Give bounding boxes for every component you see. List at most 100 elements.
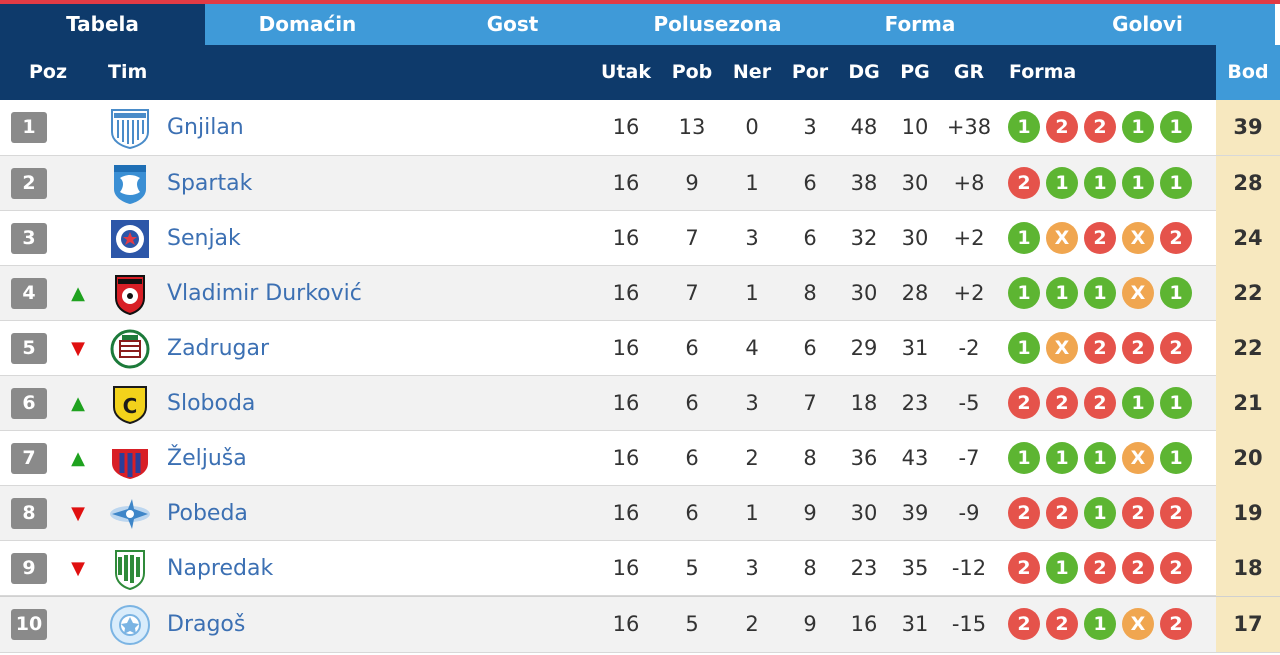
team-name-link[interactable]: Napredak (167, 556, 274, 581)
table-row[interactable]: 10 Dragoš 16 5 2 9 16 31 -15 2 2 1 X 2 17 (0, 596, 1280, 653)
form-result-dot[interactable]: 2 (1084, 111, 1116, 143)
form-result-dot[interactable]: 2 (1160, 222, 1192, 254)
form-result-dot[interactable]: 2 (1084, 332, 1116, 364)
tab-domacin[interactable]: Domaćin (205, 4, 410, 45)
form-result-dot[interactable]: 2 (1160, 497, 1192, 529)
form-result-dot[interactable]: 2 (1008, 552, 1040, 584)
form-result-dot[interactable]: 1 (1160, 111, 1192, 143)
form-result-dot[interactable]: 1 (1084, 497, 1116, 529)
form-result-dot[interactable]: 2 (1008, 167, 1040, 199)
form-result-dot[interactable]: 1 (1160, 277, 1192, 309)
form-result-dot[interactable]: 2 (1122, 552, 1154, 584)
form-result-dot[interactable]: 2 (1008, 497, 1040, 529)
form-result-dot[interactable]: 2 (1084, 387, 1116, 419)
form-result-dot[interactable]: 2 (1046, 111, 1078, 143)
napredak-crest-icon[interactable] (108, 547, 152, 591)
team-name-link[interactable]: Gnjilan (167, 115, 244, 140)
team-name-link[interactable]: Željuša (167, 446, 247, 471)
table-row[interactable]: 8 ▼ Pobeda 16 6 1 9 30 39 -9 2 2 1 2 2 19 (0, 486, 1280, 541)
table-row[interactable]: 6 ▲ C Sloboda 16 6 3 7 18 23 -5 2 2 2 1 1 21 (0, 376, 1280, 431)
header-utak[interactable]: Utak (601, 61, 651, 83)
cell-points: 22 (1216, 266, 1280, 321)
table-row[interactable]: 1 Gnjilan 16 13 0 3 48 10 +38 1 2 2 1 1 39 (0, 100, 1280, 156)
team-name-link[interactable]: Senjak (167, 226, 241, 251)
form-result-dot[interactable]: 1 (1008, 111, 1040, 143)
form-result-dot[interactable]: 2 (1122, 332, 1154, 364)
header-por[interactable]: Por (791, 61, 829, 83)
form-result-dot[interactable]: 2 (1084, 552, 1116, 584)
form-result-dot[interactable]: 1 (1008, 277, 1040, 309)
tab-tabela[interactable]: Tabela (0, 4, 205, 45)
team-name-link[interactable]: Sloboda (167, 391, 256, 416)
form-result-dot[interactable]: 1 (1046, 167, 1078, 199)
tab-polusezona[interactable]: Polusezona (615, 4, 820, 45)
form-result-dot[interactable]: 1 (1046, 442, 1078, 474)
form-result-dot[interactable]: 2 (1008, 608, 1040, 640)
zeljusa-crest-icon[interactable] (108, 437, 152, 481)
spartak-crest-icon[interactable] (108, 162, 152, 206)
form-result-dot[interactable]: X (1122, 442, 1154, 474)
form-result-dot[interactable]: X (1122, 608, 1154, 640)
form-result-dot[interactable]: 1 (1160, 442, 1192, 474)
form-result-dot[interactable]: 1 (1008, 442, 1040, 474)
vladimir-durkovic-crest-icon[interactable] (108, 272, 152, 316)
form-result-dot[interactable]: X (1122, 222, 1154, 254)
header-ner[interactable]: Ner (732, 61, 772, 83)
table-row[interactable]: 3 Senjak 16 7 3 6 32 30 +2 1 X 2 X 2 24 (0, 211, 1280, 266)
form-result-dot[interactable]: 2 (1046, 497, 1078, 529)
form-result-dot[interactable]: 1 (1046, 277, 1078, 309)
table-row[interactable]: 7 ▲ Željuša 16 6 2 8 36 43 -7 1 1 1 X 1 20 (0, 431, 1280, 486)
table-row[interactable]: 5 ▼ Zadrugar 16 6 4 6 29 31 -2 1 X 2 2 2 22 (0, 321, 1280, 376)
form-result-dot[interactable]: 2 (1046, 387, 1078, 419)
zadrugar-crest-icon[interactable] (108, 327, 152, 371)
header-pg[interactable]: PG (900, 61, 930, 83)
sloboda-crest-icon[interactable]: C (108, 382, 152, 426)
team-name-link[interactable]: Dragoš (167, 612, 246, 637)
form-result-dot[interactable]: X (1046, 222, 1078, 254)
form-result-dot[interactable]: 1 (1084, 277, 1116, 309)
form-result-dot[interactable]: 2 (1160, 608, 1192, 640)
header-dg[interactable]: DG (848, 61, 880, 83)
table-row[interactable]: 9 ▼ Napredak 16 5 3 8 23 35 -12 2 1 2 2 2 18 (0, 541, 1280, 596)
table-row[interactable]: 2 Spartak 16 9 1 6 38 30 +8 2 1 1 1 1 28 (0, 156, 1280, 211)
header-tim[interactable]: Tim (108, 61, 148, 83)
form-result-dot[interactable]: 2 (1160, 332, 1192, 364)
tab-gost[interactable]: Gost (410, 4, 615, 45)
form-result-dot[interactable]: 1 (1046, 552, 1078, 584)
tab-forma[interactable]: Forma (820, 4, 1020, 45)
header-poz[interactable]: Poz (28, 61, 68, 83)
dragos-crest-icon[interactable] (108, 603, 152, 647)
form-result-dot[interactable]: 1 (1160, 387, 1192, 419)
form-result-dot[interactable]: X (1122, 277, 1154, 309)
form-result-dot[interactable]: 2 (1160, 552, 1192, 584)
form-result-dot[interactable]: 1 (1084, 442, 1116, 474)
team-name-link[interactable]: Spartak (167, 171, 253, 196)
header-pob[interactable]: Pob (671, 61, 713, 83)
pobeda-crest-icon[interactable] (108, 492, 152, 536)
cell-dg: 16 (850, 612, 878, 636)
gnjilan-crest-icon[interactable] (108, 106, 152, 150)
form-result-dot[interactable]: 1 (1160, 167, 1192, 199)
form-result-dot[interactable]: 2 (1046, 608, 1078, 640)
tab-golovi[interactable]: Golovi (1020, 4, 1275, 45)
form-result-dot[interactable]: 1 (1084, 608, 1116, 640)
form-result-dot[interactable]: X (1046, 332, 1078, 364)
cell-pg: 35 (901, 556, 929, 580)
form-result-dot[interactable]: 1 (1008, 222, 1040, 254)
header-bod[interactable]: Bod (1216, 45, 1280, 100)
team-name-link[interactable]: Zadrugar (167, 336, 269, 361)
form-result-dot[interactable]: 1 (1122, 387, 1154, 419)
team-name-link[interactable]: Vladimir Durković (167, 281, 362, 306)
form-result-dot[interactable]: 1 (1122, 111, 1154, 143)
form-result-dot[interactable]: 1 (1122, 167, 1154, 199)
senjak-crest-icon[interactable] (108, 217, 152, 261)
form-result-dot[interactable]: 1 (1084, 167, 1116, 199)
form-result-dot[interactable]: 1 (1008, 332, 1040, 364)
form-result-dot[interactable]: 2 (1122, 497, 1154, 529)
team-name-link[interactable]: Pobeda (167, 501, 248, 526)
form-result-dot[interactable]: 2 (1008, 387, 1040, 419)
header-gr[interactable]: GR (953, 61, 985, 83)
trend-up-icon: ▲ (71, 283, 85, 304)
form-result-dot[interactable]: 2 (1084, 222, 1116, 254)
table-row[interactable]: 4 ▲ Vladimir Durković 16 7 1 8 30 28 +2 1 1 1 X 1 22 (0, 266, 1280, 321)
